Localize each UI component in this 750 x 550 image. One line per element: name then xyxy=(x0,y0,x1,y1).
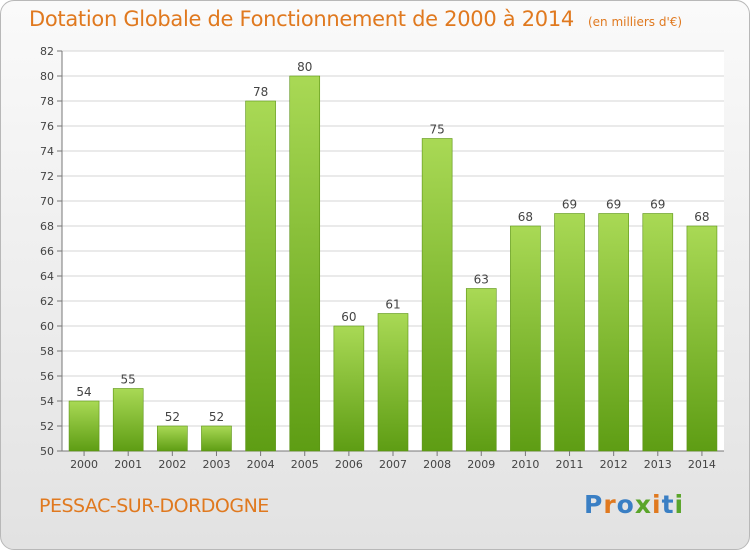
chart-unit-note: (en milliers d'€) xyxy=(587,15,683,29)
x-tick-label-2003: 2003 xyxy=(202,458,230,471)
value-label-2003: 52 xyxy=(209,410,224,424)
x-tick-label-2013: 2013 xyxy=(644,458,672,471)
bar-2007 xyxy=(377,313,409,452)
y-tick-label: 56 xyxy=(40,370,54,383)
x-tick-label-2001: 2001 xyxy=(114,458,142,471)
value-label-2010: 68 xyxy=(518,210,533,224)
bar-2005 xyxy=(289,75,321,452)
logo-letter: i xyxy=(652,490,662,519)
logo-letter: t xyxy=(661,490,675,519)
value-label-2013: 69 xyxy=(650,198,665,212)
x-tick-label-2011: 2011 xyxy=(556,458,584,471)
x-tick-label-2012: 2012 xyxy=(600,458,628,471)
value-label-2014: 68 xyxy=(694,210,709,224)
value-label-2001: 55 xyxy=(121,373,136,387)
proxiti-logo: Proxiti xyxy=(584,490,684,519)
y-tick-label: 82 xyxy=(40,45,54,58)
y-tick-label: 80 xyxy=(40,70,54,83)
value-label-2006: 60 xyxy=(341,310,356,324)
value-label-2009: 63 xyxy=(474,273,489,287)
y-tick-label: 58 xyxy=(40,345,54,358)
bar-2012 xyxy=(598,213,629,452)
y-tick-label: 74 xyxy=(40,145,54,158)
y-tick-label: 72 xyxy=(40,170,54,183)
y-tick-label: 76 xyxy=(40,120,54,133)
y-tick-label: 62 xyxy=(40,295,54,308)
y-tick-label: 60 xyxy=(40,320,54,333)
logo-letter: x xyxy=(634,490,652,519)
bar-2009 xyxy=(465,288,497,452)
y-tick-label: 70 xyxy=(40,195,54,208)
value-label-2012: 69 xyxy=(606,198,621,212)
y-tick-label: 52 xyxy=(40,420,54,433)
y-tick-label: 68 xyxy=(40,220,54,233)
bar-2003 xyxy=(201,425,232,452)
value-label-2011: 69 xyxy=(562,198,577,212)
y-tick-label: 54 xyxy=(40,395,54,408)
logo-letter: o xyxy=(616,490,635,519)
bar-2006 xyxy=(333,325,365,452)
value-label-2000: 54 xyxy=(76,385,91,399)
y-tick-label: 50 xyxy=(40,445,54,458)
chart-title-block: Dotation Globale de Fonctionnement de 20… xyxy=(29,7,682,31)
x-tick-label-2006: 2006 xyxy=(335,458,363,471)
x-tick-label-2009: 2009 xyxy=(467,458,495,471)
value-label-2007: 61 xyxy=(385,298,400,312)
x-tick-label-2007: 2007 xyxy=(379,458,407,471)
bar-2014 xyxy=(686,225,718,452)
commune-name: PESSAC-SUR-DORDOGNE xyxy=(39,495,269,517)
x-tick-label-2008: 2008 xyxy=(423,458,451,471)
bar-2000 xyxy=(68,400,100,452)
x-tick-label-2010: 2010 xyxy=(511,458,539,471)
logo-letter: r xyxy=(603,490,617,519)
x-tick-label-2002: 2002 xyxy=(158,458,186,471)
chart-title: Dotation Globale de Fonctionnement de 20… xyxy=(29,7,574,31)
bar-2008 xyxy=(421,138,453,452)
x-tick-label-2014: 2014 xyxy=(688,458,716,471)
x-tick-label-2000: 2000 xyxy=(70,458,98,471)
logo-letter: i xyxy=(674,490,685,519)
bar-2001 xyxy=(112,388,144,452)
x-tick-label-2005: 2005 xyxy=(291,458,319,471)
y-tick-label: 78 xyxy=(40,95,54,108)
bar-2004 xyxy=(245,100,276,452)
x-tick-label-2004: 2004 xyxy=(247,458,275,471)
bar-2011 xyxy=(554,213,585,452)
logo-letter: P xyxy=(584,490,604,519)
value-label-2004: 78 xyxy=(253,85,268,99)
y-tick-label: 64 xyxy=(40,270,54,283)
bar-2010 xyxy=(510,225,541,452)
value-label-2002: 52 xyxy=(165,410,180,424)
y-tick-label: 66 xyxy=(40,245,54,258)
bar-2013 xyxy=(642,213,674,452)
value-label-2008: 75 xyxy=(429,123,444,137)
bar-2002 xyxy=(157,425,188,452)
value-label-2005: 80 xyxy=(297,60,312,74)
